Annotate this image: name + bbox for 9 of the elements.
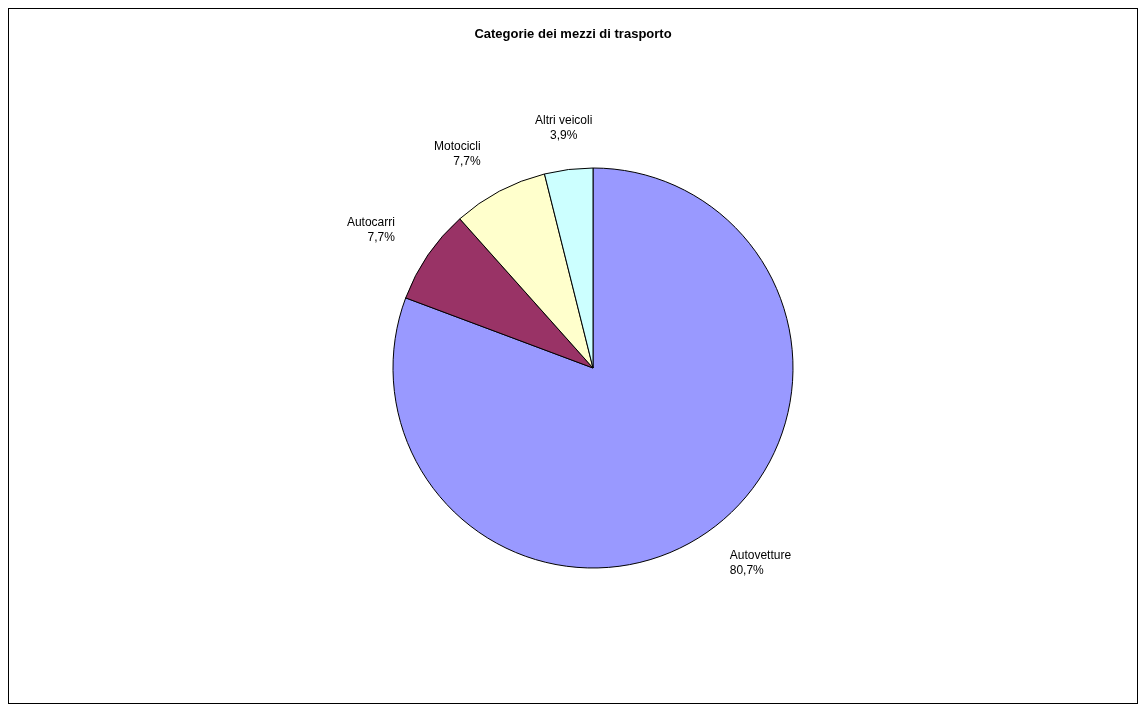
slice-label: Altri veicoli: [534, 112, 593, 127]
data-label: 80,7%: [729, 563, 765, 578]
data-label: 7,7%: [453, 153, 482, 168]
slice-label: Motocicli: [434, 138, 481, 153]
data-label: 3,9%: [549, 127, 578, 142]
slice-label: Autovetture: [729, 548, 792, 563]
data-label: 7,7%: [367, 230, 396, 245]
slice-label: Autocarri: [346, 215, 395, 230]
chart-title: Categorie dei mezzi di trasporto: [474, 26, 672, 41]
